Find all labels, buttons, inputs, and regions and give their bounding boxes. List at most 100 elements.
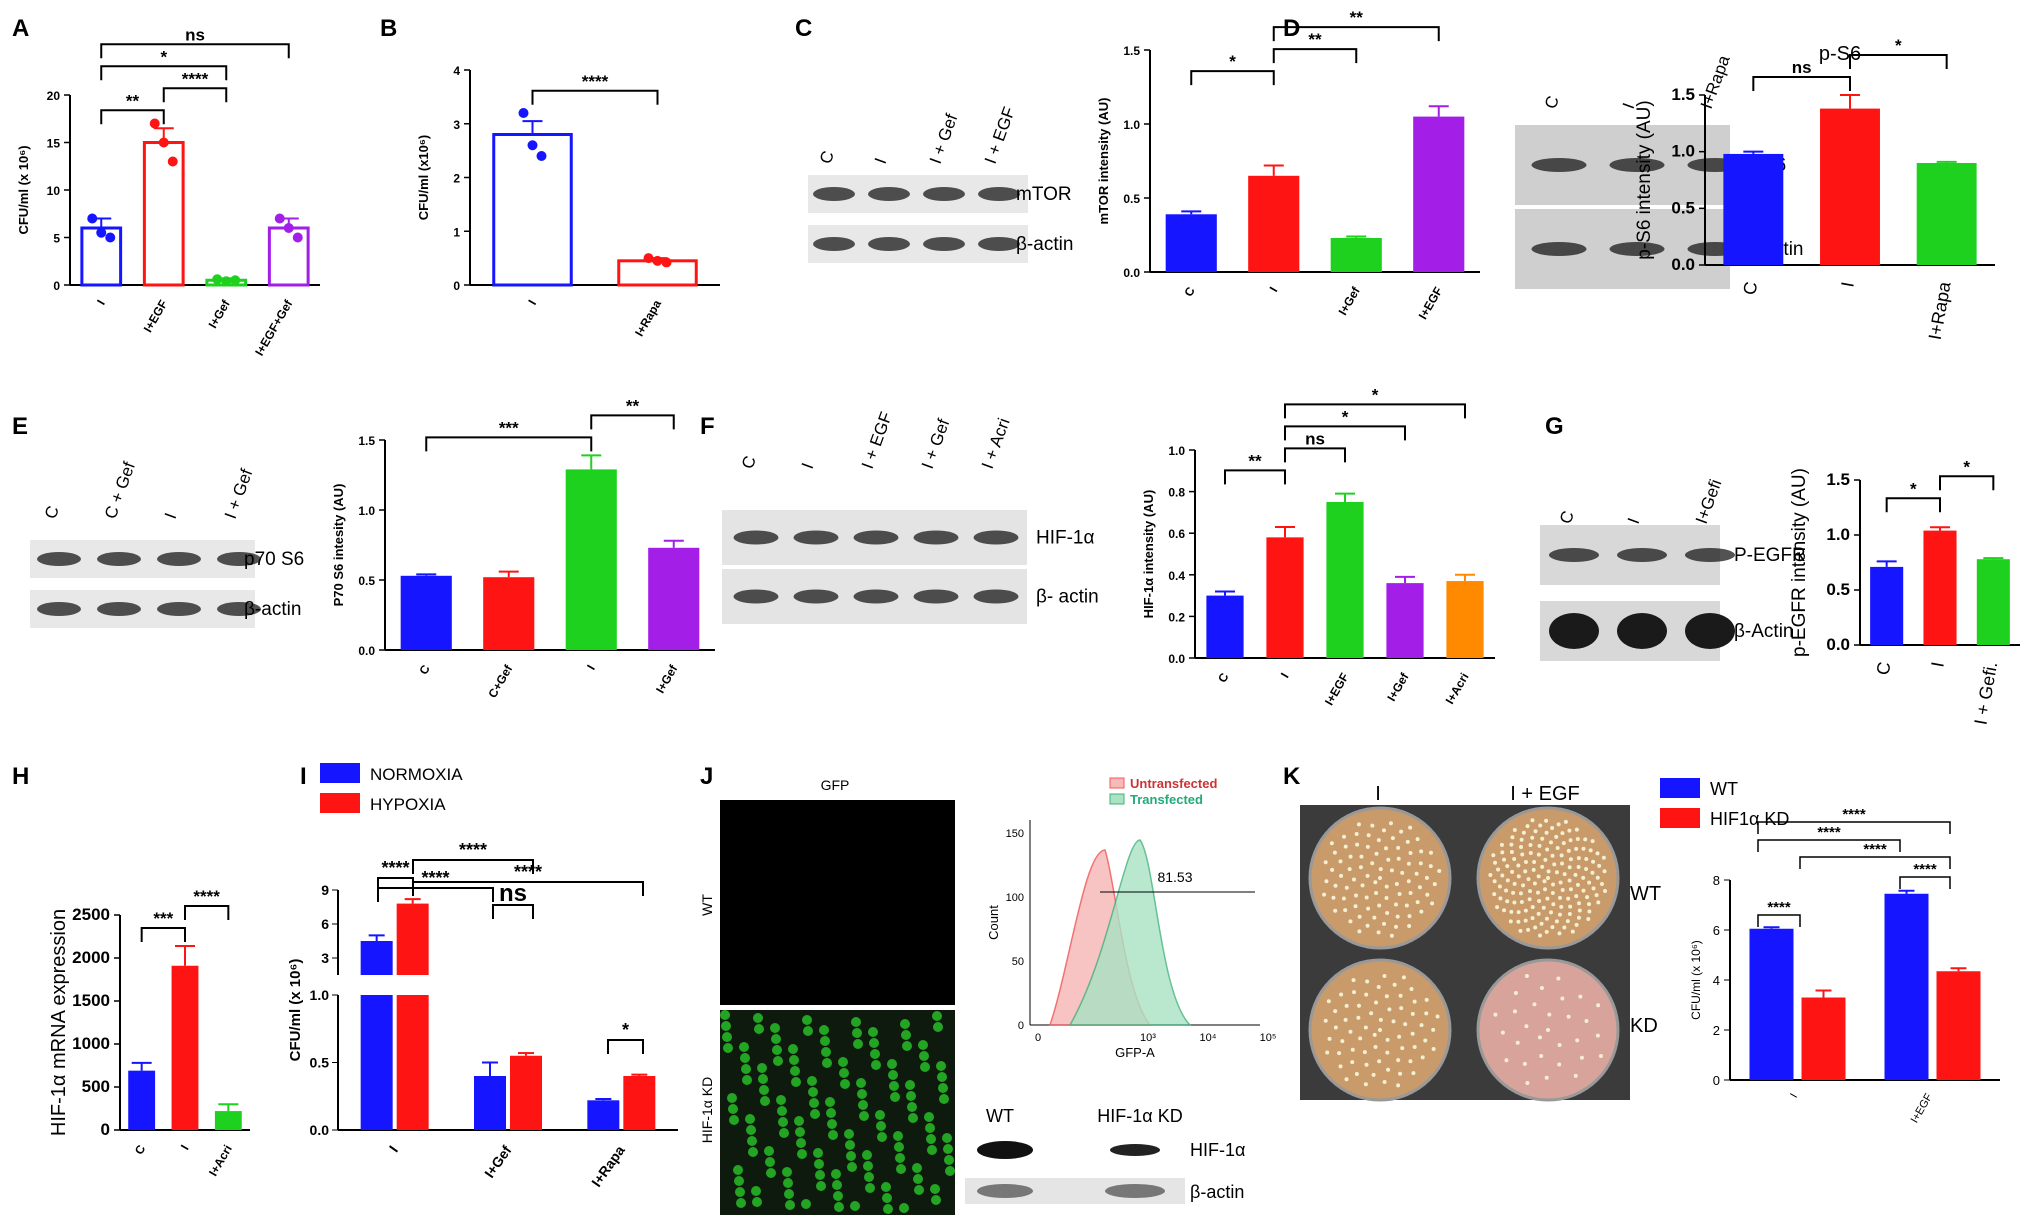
significance-label: **** — [1767, 899, 1791, 916]
x-tick-label: I + Gefi. — [1971, 660, 2002, 726]
blot-lane-label: C — [816, 148, 838, 166]
x-tick-label: I+EGF — [1322, 671, 1352, 708]
colony — [1588, 848, 1593, 853]
gfp-cell — [925, 1123, 935, 1133]
gfp-cell — [852, 1028, 862, 1038]
colony — [1338, 1064, 1343, 1069]
x-tick-label: I+Acri — [206, 1143, 235, 1179]
gfp-cell — [795, 1127, 805, 1137]
blot-band — [1617, 548, 1667, 562]
significance-bracket — [100, 65, 228, 81]
blot-band — [913, 589, 959, 604]
gfp-cell — [721, 1021, 731, 1031]
panel-letter-k: K — [1283, 763, 1301, 790]
colony — [1595, 1033, 1600, 1038]
blot-band — [1685, 548, 1735, 562]
x-tick-label: C — [1873, 660, 1895, 676]
colony — [1394, 902, 1399, 907]
colony — [1526, 927, 1531, 932]
colony — [1408, 890, 1413, 895]
blot-band-label: β-actin — [1016, 234, 1073, 255]
row-label: HIF-1α KD — [699, 1077, 715, 1143]
colony — [1533, 829, 1538, 834]
colony — [1528, 850, 1533, 855]
blot-band — [793, 530, 839, 545]
colony — [1356, 1003, 1361, 1008]
colony — [1536, 852, 1541, 857]
significance-bracket — [1885, 497, 1941, 513]
colony — [1344, 885, 1349, 890]
significance-bracket — [1284, 403, 1466, 419]
colony — [1523, 860, 1528, 865]
blot-band — [1609, 158, 1665, 172]
colony — [1543, 857, 1548, 862]
bar — [171, 965, 199, 1130]
gfp-cell — [850, 1201, 860, 1211]
colony — [1532, 1002, 1537, 1007]
blot-band-label: β-Actin — [1734, 621, 1794, 642]
colony — [1355, 842, 1360, 847]
colony — [1389, 868, 1394, 873]
chart-c: 0.0 0.5 1.0 1.5 mTOR intensity (AU) C I I+Gef I+… — [1096, 8, 1480, 322]
significance-label: **** — [514, 862, 542, 882]
colony — [1352, 990, 1357, 995]
significance-label: * — [1910, 479, 1917, 498]
colony — [1556, 976, 1561, 981]
x-tick-label: I — [178, 1143, 192, 1153]
colony — [1533, 925, 1538, 930]
colony — [1502, 908, 1507, 913]
gfp-cell — [728, 1104, 738, 1114]
colony — [1509, 842, 1514, 847]
blot-band — [1549, 548, 1599, 562]
colony — [1376, 838, 1381, 843]
y-tick-label: 1.0 — [1123, 118, 1140, 132]
gfp-cell — [895, 1153, 905, 1163]
colony — [1567, 865, 1572, 870]
colony — [1333, 1025, 1338, 1030]
colony — [1403, 1022, 1408, 1027]
significance-bracket — [425, 436, 593, 452]
colony — [1530, 916, 1535, 921]
colony — [1502, 857, 1507, 862]
colony — [1322, 892, 1327, 897]
colony — [1357, 914, 1362, 919]
chart-e: 0.0 0.5 1.0 1.5 P70 S6 intesity (AU) C C+Gef I I… — [331, 396, 715, 700]
data-point — [105, 232, 116, 243]
colony — [1512, 900, 1517, 905]
bar — [1916, 163, 1977, 265]
blot-band-label: β- actin — [1036, 587, 1099, 608]
significance-bracket — [412, 859, 534, 874]
y-tick-label: 2 — [1713, 1023, 1720, 1038]
gfp-cell — [734, 1176, 744, 1186]
colony — [1363, 1082, 1368, 1087]
colony — [1544, 1075, 1549, 1080]
colony — [1429, 850, 1434, 855]
blot-band — [813, 237, 855, 251]
colony — [1590, 839, 1595, 844]
gfp-cell — [864, 1172, 874, 1182]
gfp-cell — [758, 1074, 768, 1084]
colony — [1535, 890, 1540, 895]
colony — [1560, 888, 1565, 893]
gfp-cell — [784, 1189, 794, 1199]
colony — [1401, 975, 1406, 980]
gfp-cell — [820, 1036, 830, 1046]
micrograph-title: GFP — [821, 777, 850, 793]
colony — [1338, 859, 1343, 864]
bar — [510, 1055, 542, 1130]
colony — [1398, 1071, 1403, 1076]
colony — [1576, 915, 1581, 920]
colony — [1372, 1032, 1377, 1037]
hist-y-tick: 0 — [1018, 1020, 1024, 1032]
blot-band — [973, 530, 1019, 545]
colony — [1525, 1081, 1530, 1086]
y-tick-label: 2500 — [72, 905, 110, 924]
y-tick-label: 0.4 — [1168, 569, 1185, 583]
blot-band — [853, 530, 899, 545]
significance-label: ** — [126, 91, 140, 110]
x-tick-label: I+Rapa — [632, 297, 664, 339]
colony — [1348, 1029, 1353, 1034]
gfp-cell — [828, 1130, 838, 1140]
y-tick-label: 2 — [453, 172, 460, 186]
